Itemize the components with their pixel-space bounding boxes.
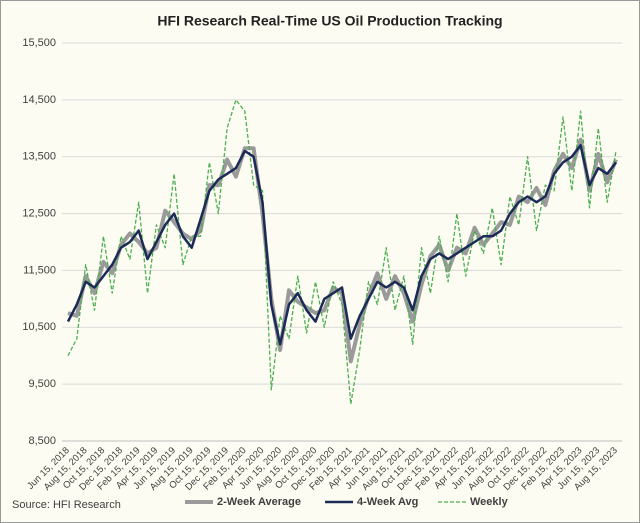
- y-tick-label: 15,500: [22, 37, 56, 49]
- y-tick-label: 14,500: [22, 94, 56, 106]
- source: Source: HFI Research: [12, 499, 121, 511]
- legend-label: 2-Week Average: [217, 496, 301, 508]
- y-tick-label: 8,500: [28, 435, 56, 447]
- y-tick-label: 11,500: [23, 264, 56, 276]
- y-tick-label: 13,500: [22, 151, 56, 163]
- legend-label: Weekly: [470, 496, 509, 508]
- legend-label: 4-Week Avg: [357, 496, 418, 508]
- chart-title: HFI Research Real-Time US Oil Production…: [157, 13, 502, 29]
- y-tick-label: 10,500: [22, 321, 56, 333]
- y-tick-label: 12,500: [22, 207, 56, 219]
- y-tick-label: 9,500: [28, 378, 56, 390]
- series-line: [67, 99, 617, 405]
- series-line: [66, 144, 617, 346]
